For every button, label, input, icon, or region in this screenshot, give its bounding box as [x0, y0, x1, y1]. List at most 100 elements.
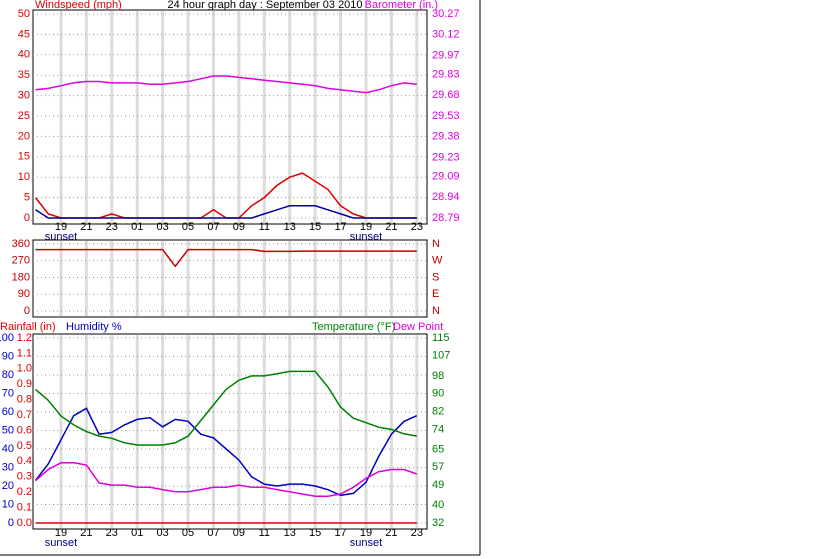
- y-tick-label: 0: [8, 517, 14, 529]
- y2-axis-label: Barometer (in.): [365, 0, 438, 11]
- y2-tick-label: W: [432, 255, 443, 267]
- y-tick-label: 35: [18, 69, 30, 81]
- sunset-label: sunset: [45, 537, 77, 549]
- legend-entry: Dew Point: [393, 321, 443, 333]
- chart-title: 24 hour graph day : September 03 2010: [167, 0, 362, 11]
- y3-tick-label: 0.4: [17, 455, 32, 467]
- y3-tick-label: 0.7: [17, 409, 32, 421]
- y-tick-label: 180: [12, 271, 30, 283]
- y3-tick-label: 1.1: [17, 347, 32, 359]
- series-line: [35, 205, 417, 219]
- y3-tick-label: 0.5: [17, 440, 32, 452]
- y-tick-label: 10: [18, 171, 30, 183]
- y2-tick-label: 29.83: [432, 69, 460, 81]
- x-tick-label: 07: [207, 527, 219, 539]
- y2-tick-label: 29.97: [432, 49, 460, 61]
- x-tick-label: 19: [360, 527, 372, 539]
- x-tick-label: 09: [233, 527, 245, 539]
- x-tick-label: 15: [309, 527, 321, 539]
- sunset-label: sunset: [350, 537, 382, 549]
- y-tick-label: 40: [18, 49, 30, 61]
- y-tick-label: 5: [24, 192, 30, 204]
- y2-tick-label: 29.38: [432, 131, 460, 143]
- y2-tick-label: 29.23: [432, 151, 460, 163]
- y2-tick-label: 90: [432, 388, 444, 400]
- x-tick-label: 21: [80, 221, 92, 233]
- y-tick-label: 100: [0, 332, 14, 344]
- y3-tick-label: 0.0: [17, 517, 32, 529]
- y-tick-label: 15: [18, 151, 30, 163]
- x-tick-label: 17: [334, 527, 346, 539]
- y-tick-label: 20: [18, 130, 30, 142]
- x-tick-label: 19: [55, 221, 67, 233]
- legend-entry: Humidity %: [66, 321, 122, 333]
- y-tick-label: 90: [18, 288, 30, 300]
- y-tick-label: 10: [2, 498, 14, 510]
- x-tick-label: 01: [131, 527, 143, 539]
- y-tick-label: 80: [2, 369, 14, 381]
- y-tick-label: 60: [2, 406, 14, 418]
- legend-entry: Temperature (°F): [312, 321, 395, 333]
- y3-tick-label: 0.8: [17, 394, 32, 406]
- x-tick-label: 19: [360, 221, 372, 233]
- x-tick-label: 21: [385, 527, 397, 539]
- y2-tick-label: 40: [432, 499, 444, 511]
- y2-tick-label: 28.94: [432, 191, 460, 203]
- y2-tick-label: 29.68: [432, 89, 460, 101]
- y2-tick-label: 115: [432, 332, 450, 344]
- y-tick-label: 50: [2, 424, 14, 436]
- y3-tick-label: 1.2: [17, 332, 32, 344]
- y-tick-label: 0: [24, 305, 30, 317]
- plot-frame: [32, 9, 428, 225]
- y2-tick-label: 28.79: [432, 212, 460, 224]
- x-tick-label: 11: [259, 221, 270, 233]
- y2-tick-label: 107: [432, 350, 450, 362]
- y2-tick-label: 74: [432, 423, 444, 435]
- y3-tick-label: 0.2: [17, 486, 32, 498]
- y-tick-label: 30: [18, 90, 30, 102]
- y2-tick-label: E: [432, 288, 439, 300]
- x-tick-label: 23: [106, 527, 118, 539]
- y-tick-label: 90: [2, 350, 14, 362]
- x-tick-label: 01: [131, 221, 143, 233]
- y2-tick-label: 32: [432, 517, 444, 529]
- y2-tick-label: 65: [432, 443, 444, 455]
- x-tick-label: 21: [80, 527, 92, 539]
- y-tick-label: 25: [18, 110, 30, 122]
- x-tick-label: 13: [284, 221, 296, 233]
- y-tick-label: 0: [24, 212, 30, 224]
- legend-entry: Rainfall (in): [0, 321, 56, 333]
- y3-tick-label: 0.9: [17, 378, 32, 390]
- y2-tick-label: 49: [432, 479, 444, 491]
- y-axis-label: Windspeed (mph): [35, 0, 122, 11]
- x-tick-label: 21: [385, 221, 397, 233]
- y-tick-label: 70: [2, 387, 14, 399]
- y2-tick-label: N: [432, 238, 440, 250]
- x-tick-label: 13: [284, 527, 296, 539]
- x-tick-label: 03: [157, 221, 169, 233]
- series-line: [35, 370, 417, 446]
- x-tick-label: 23: [106, 221, 118, 233]
- y-tick-label: 20: [2, 480, 14, 492]
- series-line: [35, 75, 417, 94]
- x-tick-label: 23: [411, 527, 423, 539]
- y2-tick-label: N: [432, 305, 440, 317]
- y2-tick-label: 29.53: [432, 110, 460, 122]
- y2-tick-label: 30.27: [432, 8, 460, 20]
- y3-tick-label: 0.1: [17, 501, 32, 513]
- y2-tick-label: 30.12: [432, 29, 460, 41]
- y2-tick-label: 29.09: [432, 171, 460, 183]
- y-tick-label: 50: [18, 8, 30, 20]
- y2-tick-label: 98: [432, 370, 444, 382]
- plot-frame: [32, 333, 428, 530]
- y3-tick-label: 1.0: [17, 363, 32, 375]
- y2-tick-label: 82: [432, 405, 444, 417]
- y2-tick-label: S: [432, 271, 439, 283]
- series-line: [35, 462, 418, 498]
- y3-tick-label: 0.3: [17, 471, 32, 483]
- series-line: [34, 407, 418, 497]
- x-tick-label: 15: [309, 221, 321, 233]
- x-tick-label: 07: [207, 221, 219, 233]
- x-tick-label: 19: [55, 527, 67, 539]
- x-tick-label: 03: [157, 527, 169, 539]
